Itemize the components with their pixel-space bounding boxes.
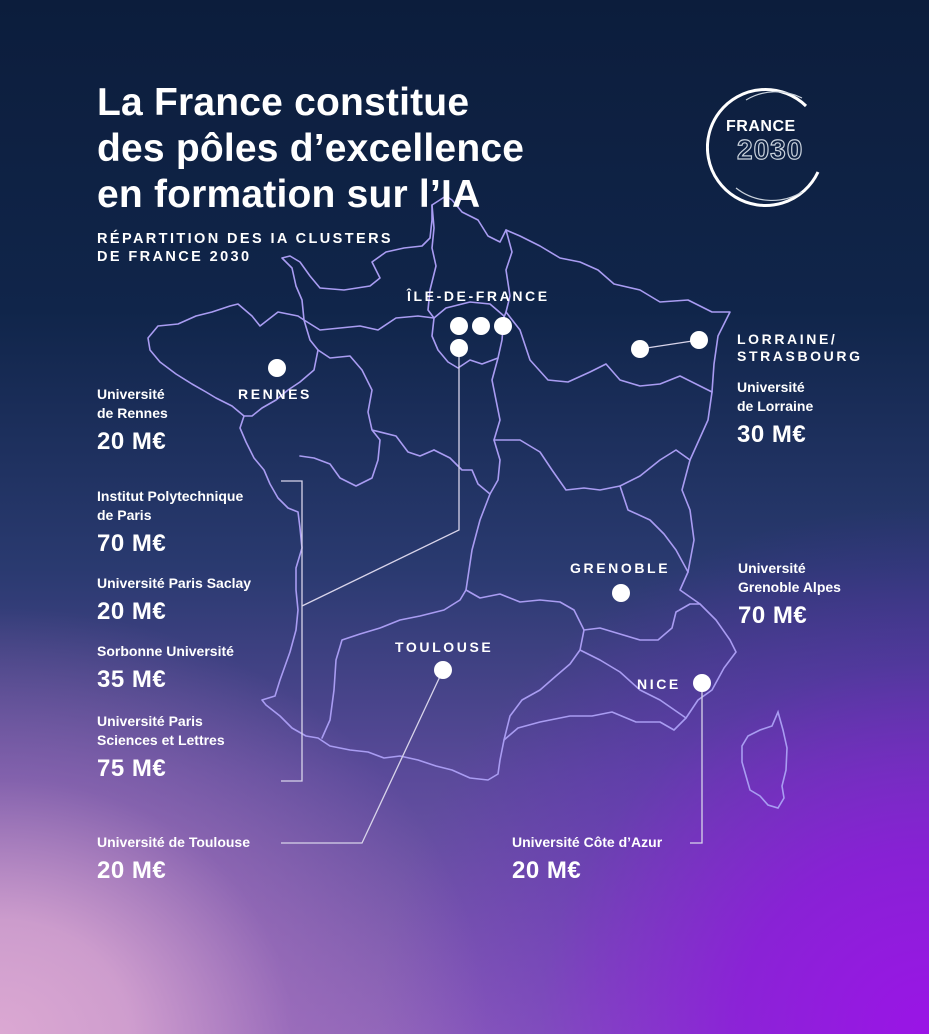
marker-idf-4 <box>450 339 468 357</box>
subtitle: RÉPARTITION DES IA CLUSTERS DE FRANCE 20… <box>97 230 393 266</box>
funding-amount: 20 M€ <box>97 857 167 884</box>
logo-top-text: FRANCE <box>726 118 796 135</box>
logo-year-text: 2030 <box>736 133 804 165</box>
marker-toulouse <box>434 661 452 679</box>
funding-amount: 70 M€ <box>738 602 808 629</box>
funding-amount: 20 M€ <box>97 428 167 455</box>
institution-name: Université <box>737 379 805 395</box>
title-line-3: en formation sur l’IA <box>97 173 481 216</box>
france-2030-logo <box>706 87 820 207</box>
marker-idf-1 <box>450 317 468 335</box>
region-label-nice: NICE <box>637 676 681 692</box>
border-grandest-bfc <box>505 311 713 393</box>
border-paca <box>579 649 687 719</box>
border-ara-paca <box>583 485 701 641</box>
leader-line-nice <box>690 683 703 844</box>
institution-name: Grenoble Alpes <box>738 579 841 595</box>
marker-lorraine-2 <box>690 331 708 349</box>
title-line-2: des pôles d’excellence <box>97 127 525 170</box>
institution-polytechnique: Institut Polytechnique de Paris 70 M€ <box>97 487 243 559</box>
funding-amount: 70 M€ <box>97 530 167 557</box>
institution-grenoble: Université Grenoble Alpes 70 M€ <box>738 559 841 631</box>
leader-bracket-paris <box>281 480 303 782</box>
institution-rennes: Université de Rennes 20 M€ <box>97 385 168 457</box>
marker-rennes <box>268 359 286 377</box>
institution-lorraine: Université de Lorraine 30 M€ <box>737 378 813 450</box>
region-label-toulouse: TOULOUSE <box>395 639 494 655</box>
funding-amount: 20 M€ <box>512 857 582 884</box>
marker-nice <box>693 674 711 692</box>
institution-toulouse: Université de Toulouse 20 M€ <box>97 833 250 886</box>
border-hdf-grandest <box>499 229 513 329</box>
region-label-lorraine-line-1: LORRAINE/ <box>737 331 838 347</box>
border-na-occ <box>321 493 491 739</box>
region-label-ile-de-france: ÎLE-DE-FRANCE <box>407 288 550 304</box>
title-line-1: La France constitue <box>97 81 470 124</box>
mainland-border <box>147 195 737 781</box>
funding-amount: 75 M€ <box>97 755 167 782</box>
institution-saclay: Université Paris Saclay 20 M€ <box>97 574 251 627</box>
institution-name: Sciences et Lettres <box>97 732 225 748</box>
institution-sorbonne: Sorbonne Université 35 M€ <box>97 642 234 695</box>
marker-grenoble <box>612 584 630 602</box>
institution-name: Université <box>738 560 806 576</box>
corsica-outline <box>741 709 788 809</box>
map-outline <box>147 195 737 781</box>
institution-cote-azur: Université Côte d’Azur 20 M€ <box>512 833 662 886</box>
marker-idf-3 <box>494 317 512 335</box>
institution-psl: Université Paris Sciences et Lettres 75 … <box>97 712 225 784</box>
institution-name: Sorbonne Université <box>97 643 234 659</box>
subtitle-line-1: RÉPARTITION DES IA CLUSTERS <box>97 231 394 247</box>
institution-name: Université Paris Saclay <box>97 575 252 591</box>
border-bfc-ara <box>493 439 691 491</box>
border-centre <box>303 315 501 495</box>
border-paysdeloire <box>299 349 435 487</box>
region-label-grenoble: GRENOBLE <box>570 560 671 576</box>
border-centre-na <box>433 449 491 495</box>
border-bretagne <box>243 319 319 417</box>
marker-idf-2 <box>472 317 490 335</box>
institution-name: Université Côte d’Azur <box>512 834 663 850</box>
border-idf <box>431 301 505 369</box>
page-title: La France constitue des pôles d’excellen… <box>97 80 524 218</box>
funding-amount: 30 M€ <box>737 421 807 448</box>
leader-lines <box>281 339 703 844</box>
region-label-lorraine-line-2: STRASBOURG <box>737 348 863 364</box>
institution-name: Université de Toulouse <box>97 834 250 850</box>
funding-amount: 35 M€ <box>97 666 167 693</box>
institution-name: de Rennes <box>97 405 168 421</box>
leader-line-toulouse <box>281 669 444 844</box>
markers <box>268 317 711 692</box>
leader-line-lorraine <box>639 339 700 350</box>
leader-line-idf <box>301 349 460 607</box>
institution-name: de Lorraine <box>737 398 814 414</box>
funding-amount: 20 M€ <box>97 598 167 625</box>
border-normandie-idf <box>427 204 437 319</box>
subtitle-line-2: DE FRANCE 2030 <box>97 249 252 265</box>
region-label-rennes: RENNES <box>238 386 312 402</box>
institution-name: Institut Polytechnique <box>97 488 244 504</box>
institution-name: de Paris <box>97 507 152 523</box>
region-label-lorraine: LORRAINE/ STRASBOURG <box>737 331 863 365</box>
marker-lorraine-1 <box>631 340 649 358</box>
institution-name: Université <box>97 386 165 402</box>
institution-name: Université Paris <box>97 713 203 729</box>
